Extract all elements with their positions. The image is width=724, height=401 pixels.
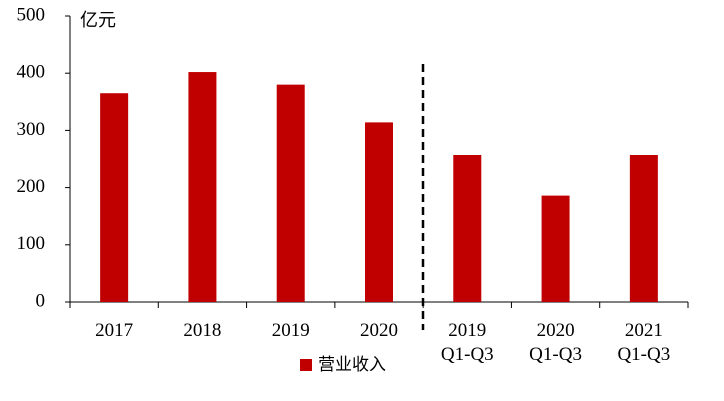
x-tick-label: 2017 bbox=[95, 320, 134, 341]
bar bbox=[188, 72, 217, 302]
x-tick-label: 2020 Q1-Q3 bbox=[529, 320, 582, 365]
y-tick-label: 300 bbox=[17, 119, 46, 140]
bar bbox=[453, 154, 482, 302]
x-tick-label: 2019 Q1-Q3 bbox=[440, 320, 494, 365]
y-tick-label: 0 bbox=[36, 290, 46, 311]
y-tick-label: 400 bbox=[17, 62, 46, 83]
x-tick-label: 2021 Q1-Q3 bbox=[617, 320, 671, 365]
y-tick-label: 500 bbox=[17, 4, 46, 25]
bar bbox=[276, 84, 305, 302]
bar bbox=[629, 154, 658, 302]
bar bbox=[541, 195, 570, 302]
legend-swatch bbox=[300, 359, 312, 371]
legend-label: 营业收入 bbox=[318, 355, 386, 374]
bar bbox=[100, 93, 129, 302]
y-tick-label: 100 bbox=[17, 233, 46, 254]
x-tick-label: 2018 bbox=[183, 320, 222, 341]
x-tick-label: 2020 bbox=[360, 320, 398, 341]
bar bbox=[365, 122, 393, 302]
y-tick-label: 200 bbox=[17, 176, 46, 197]
unit-label: 亿元 bbox=[80, 10, 116, 30]
x-tick-label: 2019 bbox=[271, 320, 310, 341]
